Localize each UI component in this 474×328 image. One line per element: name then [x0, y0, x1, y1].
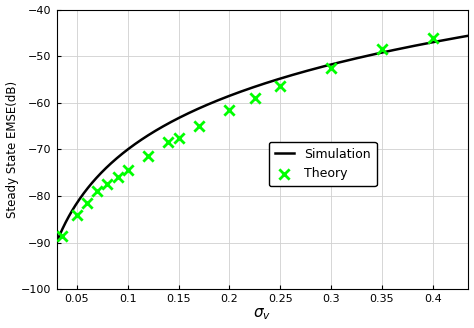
- Simulation: [392, 48, 397, 52]
- Theory: [226, 107, 233, 113]
- Simulation: [456, 35, 461, 39]
- Theory: [124, 168, 132, 173]
- Theory: [164, 140, 172, 145]
- X-axis label: $\sigma_v$: $\sigma_v$: [254, 307, 272, 322]
- Legend: Simulation, Theory: Simulation, Theory: [269, 142, 377, 186]
- Line: Simulation: Simulation: [56, 36, 468, 242]
- Theory: [144, 154, 152, 159]
- Theory: [251, 95, 259, 101]
- Theory: [104, 182, 111, 187]
- Theory: [93, 189, 101, 194]
- Theory: [429, 35, 437, 40]
- Theory: [175, 135, 182, 140]
- Theory: [73, 212, 81, 217]
- Simulation: [299, 70, 305, 74]
- Theory: [328, 65, 335, 71]
- Theory: [378, 47, 386, 52]
- Simulation: [252, 85, 257, 89]
- Theory: [58, 233, 65, 238]
- Theory: [276, 84, 284, 89]
- Simulation: [465, 34, 471, 38]
- Simulation: [54, 240, 59, 244]
- Theory: [195, 123, 203, 129]
- Y-axis label: Steady State EMSE(dB): Steady State EMSE(dB): [6, 81, 18, 218]
- Theory: [83, 200, 91, 206]
- Simulation: [277, 77, 283, 81]
- Simulation: [249, 86, 255, 90]
- Theory: [114, 175, 121, 180]
